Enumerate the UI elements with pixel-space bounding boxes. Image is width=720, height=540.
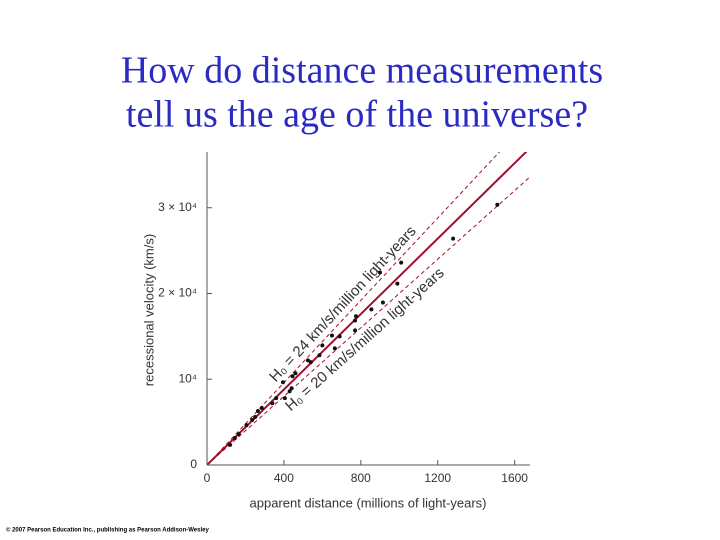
data-point xyxy=(253,414,258,419)
data-point xyxy=(259,405,264,410)
x-tick-label: 0 xyxy=(204,471,211,485)
data-point xyxy=(305,358,310,363)
data-point xyxy=(353,328,358,333)
x-tick-label: 800 xyxy=(351,471,371,485)
hubble-line xyxy=(207,152,528,465)
x-axis-label: apparent distance (millions of light-yea… xyxy=(250,495,487,510)
data-point xyxy=(255,408,260,413)
data-point xyxy=(320,343,325,348)
y-tick-label: 3 × 10⁴ xyxy=(158,200,197,214)
data-point xyxy=(228,442,233,447)
hubble-line xyxy=(207,152,501,465)
data-point xyxy=(399,260,404,265)
data-point xyxy=(250,417,255,422)
slide-title: How do distance measurements xyxy=(121,50,603,92)
y-tick-label: 10⁴ xyxy=(178,371,197,385)
data-point xyxy=(308,360,313,365)
data-point xyxy=(287,389,292,394)
data-point xyxy=(380,300,385,305)
data-point xyxy=(332,346,337,351)
data-point xyxy=(280,380,285,385)
data-point xyxy=(274,396,279,401)
data-point xyxy=(495,202,500,207)
y-axis-label: recessional velocity (km/s) xyxy=(141,234,156,386)
x-tick-label: 1600 xyxy=(501,471,528,485)
data-point xyxy=(369,307,374,312)
data-point xyxy=(354,314,359,319)
data-point xyxy=(282,396,287,401)
y-tick-label: 2 × 10⁴ xyxy=(158,286,197,300)
data-point xyxy=(293,371,298,376)
data-point xyxy=(451,236,456,241)
data-point xyxy=(395,281,400,286)
data-point xyxy=(329,333,334,338)
y-tick-label: 0 xyxy=(190,457,197,471)
data-point xyxy=(270,401,275,406)
data-point xyxy=(317,353,322,358)
data-point xyxy=(244,423,249,428)
fit-lines xyxy=(207,152,530,465)
data-point xyxy=(236,432,241,437)
data-point xyxy=(289,386,294,391)
x-tick-label: 1200 xyxy=(424,471,451,485)
data-point xyxy=(337,334,342,339)
slide-title: tell us the age of the universe? xyxy=(126,94,588,136)
data-point xyxy=(353,318,358,323)
copyright: © 2007 Pearson Education Inc., publishin… xyxy=(6,527,209,534)
data-point xyxy=(290,374,295,379)
x-tick-label: 400 xyxy=(274,471,294,485)
data-point xyxy=(232,435,237,440)
data-point xyxy=(378,270,383,275)
hubble-line xyxy=(207,176,530,465)
